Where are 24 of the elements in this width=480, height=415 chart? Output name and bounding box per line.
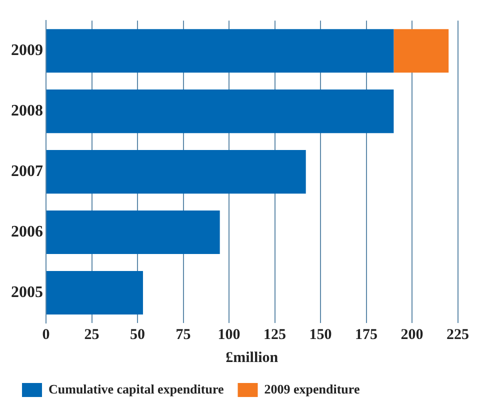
y-tick-label: 2009 <box>11 42 43 59</box>
x-tick-label: 25 <box>84 326 100 343</box>
y-tick-label: 2007 <box>11 162 43 180</box>
x-tick-label: 125 <box>264 326 286 343</box>
x-tick-label: 200 <box>400 326 424 343</box>
legend-label: 2009 expenditure <box>264 381 360 396</box>
bar <box>46 90 394 134</box>
y-tick-label: 2005 <box>11 284 43 301</box>
x-tick-label: 50 <box>130 326 145 343</box>
y-tick-label: 2008 <box>11 102 43 120</box>
bar <box>394 29 449 73</box>
x-tick-label: 150 <box>309 326 332 343</box>
x-tick-label: 225 <box>446 326 469 343</box>
x-tick-label: 0 <box>42 326 50 343</box>
legend-label: Cumulative capital expenditure <box>48 381 224 396</box>
bar <box>46 150 306 194</box>
x-tick-label: 175 <box>355 326 378 343</box>
x-axis-title: £million <box>226 350 279 366</box>
bar <box>46 210 220 254</box>
y-tick-label: 2006 <box>11 223 43 240</box>
bar <box>46 29 394 73</box>
bar <box>46 270 143 315</box>
x-tick-label: 75 <box>176 326 191 343</box>
x-tick-label: 100 <box>218 326 240 343</box>
